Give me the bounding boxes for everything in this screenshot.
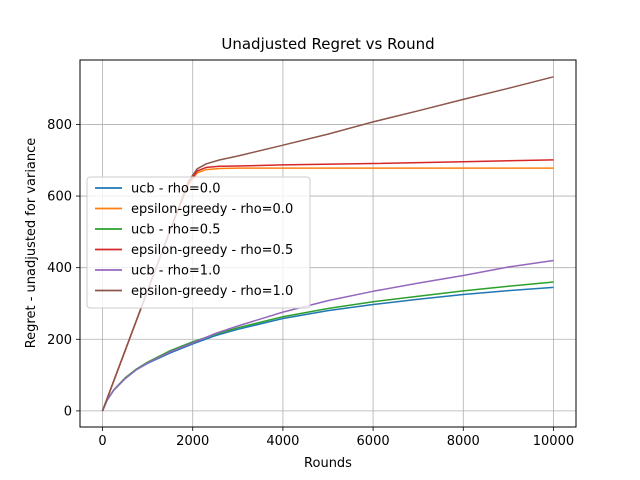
legend-label: epsilon-greedy - rho=0.5	[131, 243, 293, 258]
y-tick-label: 800	[47, 118, 72, 133]
y-tick-label: 0	[64, 404, 72, 419]
x-tick-label: 10000	[533, 434, 574, 449]
x-tick-label: 0	[98, 434, 106, 449]
legend-box	[86, 176, 311, 309]
x-axis: 0 2000 4000 6000 8000 10000	[98, 427, 574, 449]
y-axis: 0 200 400 600 800	[47, 118, 80, 419]
x-tick-label: 4000	[266, 434, 299, 449]
plot-area	[79, 59, 577, 428]
x-tick-label: 2000	[176, 434, 209, 449]
y-tick-label: 400	[47, 261, 72, 276]
grid	[80, 60, 576, 427]
series-line-4	[101, 259, 554, 412]
legend-label: epsilon-greedy - rho=1.0	[131, 284, 293, 299]
y-tick-label: 200	[47, 333, 72, 348]
legend: ucb - rho=0.0 epsilon-greedy - rho=0.0 ucb…	[86, 176, 311, 309]
y-axis-label: Regret - unadjusted for variance	[24, 138, 39, 349]
x-axis-label: Rounds	[304, 456, 352, 471]
plot-frame	[79, 59, 577, 428]
y-tick-label: 600	[47, 190, 72, 205]
chart-title: Unadjusted Regret vs Round	[221, 35, 434, 53]
x-tick-label: 6000	[357, 434, 390, 449]
legend-label: ucb - rho=1.0	[131, 264, 220, 279]
legend-label: epsilon-greedy - rho=0.0	[131, 202, 293, 217]
legend-label: ucb - rho=0.0	[131, 182, 220, 197]
x-tick-label: 8000	[447, 434, 480, 449]
legend-label: ucb - rho=0.5	[131, 223, 220, 238]
